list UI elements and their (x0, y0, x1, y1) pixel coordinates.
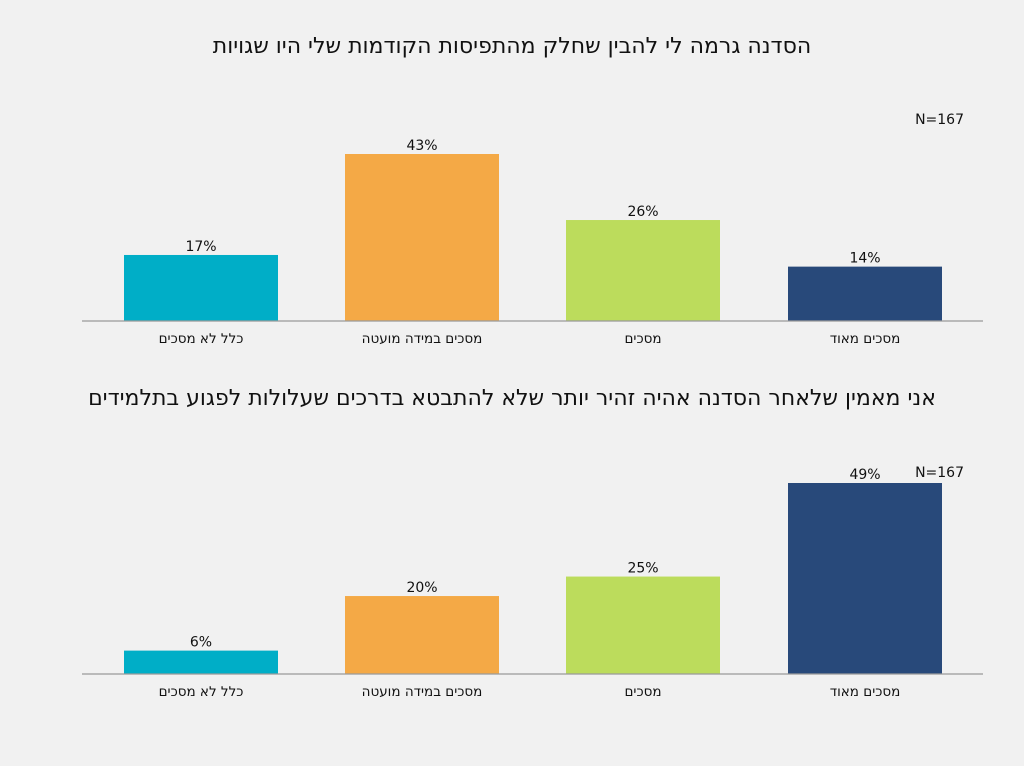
chart-2-bar-2 (345, 596, 499, 674)
chart-1-bar-2 (345, 154, 499, 321)
chart-1-bar-3 (566, 220, 720, 321)
chart-2-bar-1 (124, 650, 278, 674)
chart-2-sample-size: N=167 (915, 465, 964, 481)
chart-1-value-labels: 17% 43% 26% 14% (185, 138, 880, 267)
chart-2-bar-4 (788, 483, 942, 674)
chart-1-value-label-1: 17% (185, 239, 216, 255)
chart-2-title: אני מאמין שלאחר הסדנה אהיה זהיר יותר שלא… (88, 386, 936, 411)
chart-1-tick-label-2: מסכים במידה מועטה (362, 331, 483, 347)
chart-1-bar-4 (788, 266, 942, 321)
chart-2-tick-labels: כלל לא מסכים מסכים במידה מועטה מסכים מסכים … (159, 684, 901, 700)
chart-2-bars (124, 483, 942, 674)
chart-2-bar-3 (566, 576, 720, 674)
chart-1-tick-label-1: כלל לא מסכים (159, 331, 244, 347)
chart-2-tick-label-3: מסכים (624, 684, 661, 700)
chart-1-tick-labels: כלל לא מסכים מסכים במידה מועטה מסכים מסכים … (159, 331, 901, 347)
chart-2-tick-label-1: כלל לא מסכים (159, 684, 244, 700)
chart-1-title: הסדנה גרמה לי להבין שחלק מהתפיסות הקודמו… (213, 34, 811, 59)
chart-1-sample-size: N=167 (915, 112, 964, 128)
chart-1-value-label-3: 26% (627, 204, 658, 220)
chart-2-value-labels: 6% 20% 25% 49% (190, 467, 881, 651)
chart-2-value-label-2: 20% (406, 580, 437, 596)
chart-1-bars (124, 154, 942, 321)
chart-2-tick-label-2: מסכים במידה מועטה (362, 684, 483, 700)
chart-1-value-label-2: 43% (406, 138, 437, 154)
chart-2-value-label-4: 49% (849, 467, 880, 483)
chart-2-value-label-1: 6% (190, 635, 212, 651)
chart-2: אני מאמין שלאחר הסדנה אהיה זהיר יותר שלא… (82, 386, 983, 700)
chart-2-value-label-3: 25% (627, 561, 658, 577)
chart-1-bar-1 (124, 254, 278, 321)
chart-1: הסדנה גרמה לי להבין שחלק מהתפיסות הקודמו… (82, 34, 983, 347)
chart-1-tick-label-3: מסכים (624, 331, 661, 347)
chart-1-tick-label-4: מסכים מאוד (830, 331, 901, 347)
chart-1-value-label-4: 14% (849, 251, 880, 267)
chart-2-tick-label-4: מסכים מאוד (830, 684, 901, 700)
